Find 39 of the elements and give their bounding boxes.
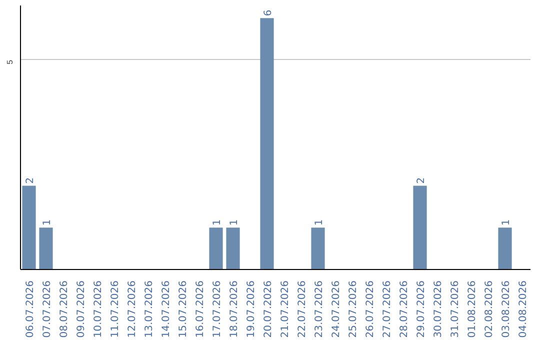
data-label: 1	[229, 219, 240, 226]
x-tick-label: 06.07.2026	[25, 280, 36, 338]
data-label: 1	[42, 219, 53, 226]
x-tick-label: 08.07.2026	[59, 280, 70, 338]
data-label: 6	[263, 10, 274, 16]
x-tick-label: 14.07.2026	[161, 280, 172, 338]
x-tick-label: 09.07.2026	[76, 280, 87, 338]
data-label: 1	[212, 219, 223, 226]
x-tick-label: 13.07.2026	[144, 280, 155, 338]
x-tick-label: 04.08.2026	[518, 280, 529, 338]
x-tick-label: 25.07.2026	[348, 280, 359, 338]
x-tick-label: 24.07.2026	[331, 280, 342, 338]
x-tick-label: 03.08.2026	[501, 280, 512, 338]
x-tick-label: 27.07.2026	[382, 280, 393, 338]
data-label: 1	[501, 219, 512, 226]
x-tick-label: 28.07.2026	[399, 280, 410, 338]
x-tick-label: 10.07.2026	[93, 280, 104, 338]
data-label: 1	[314, 219, 325, 226]
x-tick-label: 17.07.2026	[212, 280, 223, 338]
x-tick-label: 23.07.2026	[314, 280, 325, 338]
x-tick-label: 30.07.2026	[433, 280, 444, 338]
x-tick-label: 02.08.2026	[484, 280, 495, 338]
x-tick-label: 22.07.2026	[297, 280, 308, 338]
data-label: 2	[25, 177, 36, 184]
x-tick-label: 21.07.2026	[280, 280, 291, 338]
x-tick-label: 07.07.2026	[42, 280, 53, 338]
data-label: 2	[416, 177, 427, 184]
x-tick-label: 29.07.2026	[416, 280, 427, 338]
y-tick-label: 5	[6, 59, 14, 64]
x-tick-label: 20.07.2026	[263, 280, 274, 338]
x-tick-label: 19.07.2026	[246, 280, 257, 338]
x-tick-label: 26.07.2026	[365, 280, 376, 338]
x-tick-label: 16.07.2026	[195, 280, 206, 338]
x-tick-label: 31.07.2026	[450, 280, 461, 338]
x-tick-label: 01.08.2026	[467, 280, 478, 338]
x-tick-label: 18.07.2026	[229, 280, 240, 338]
x-tick-label: 12.07.2026	[127, 280, 138, 338]
x-tick-label: 11.07.2026	[110, 280, 121, 338]
x-tick-label: 15.07.2026	[178, 280, 189, 338]
